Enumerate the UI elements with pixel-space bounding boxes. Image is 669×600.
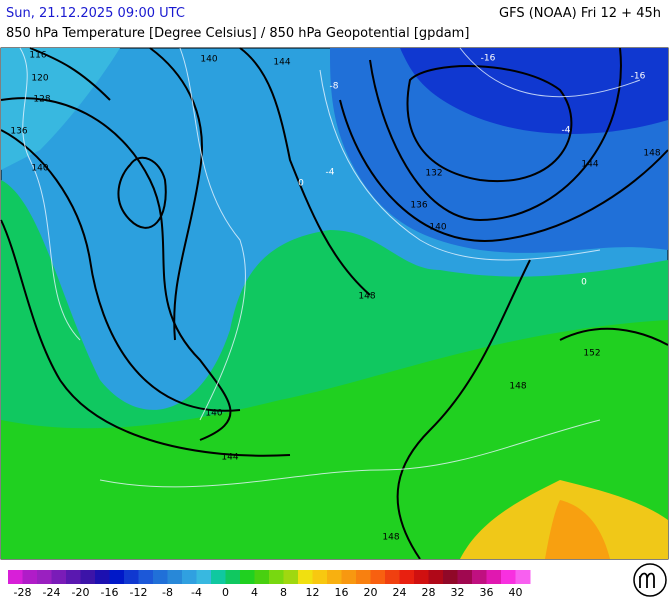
isotherm-label: 0 [581,278,587,288]
color-swatch [385,570,400,584]
scale-label: 40 [509,586,523,599]
scale-label: 8 [280,586,287,599]
contour-label: 140 [429,223,446,233]
subtitle: 850 hPa Temperature [Degree Celsius] / 8… [6,26,470,41]
color-swatch [312,570,328,584]
color-swatch [457,570,473,584]
isotherm-label: -4 [326,168,335,178]
color-swatch [80,570,96,584]
logo [633,563,667,597]
region [1,48,120,170]
scale-label: 16 [335,586,349,599]
isotherm-label: -4 [562,126,571,136]
color-swatch [486,570,502,584]
color-swatch [153,570,168,584]
geopotential-contours [0,47,669,560]
color-swatch [22,570,38,584]
color-swatch [472,570,487,584]
color-swatch [399,570,415,584]
color-swatch [182,570,197,584]
isotherm-label: -16 [631,72,646,82]
contour-label: 140 [200,55,217,65]
isotherm-label: 0 [298,179,304,189]
scale-label: -20 [72,586,90,599]
color-swatch [138,570,154,584]
color-swatch [283,570,299,584]
contour-label: 120 [31,74,48,84]
contour-label: 152 [583,349,600,359]
scale-label: -16 [101,586,119,599]
color-swatch [370,570,386,584]
color-swatch [298,570,313,584]
hot-core [545,500,610,559]
datetime: Sun, 21.12.2025 09:00 UTC [6,6,185,21]
color-swatch [515,570,531,584]
warm-region [1,320,668,559]
color-swatch [356,570,371,584]
color-swatch [124,570,139,584]
scale-label: -8 [162,586,173,599]
model-run: GFS (NOAA) Fri 12 + 45h [499,6,661,21]
scale-label: -28 [14,586,32,599]
color-swatch [211,570,226,584]
isotherms [19,47,641,488]
color-swatch [196,570,212,584]
color-swatch [109,570,125,584]
scale-label: -4 [191,586,202,599]
scale-label: 36 [480,586,494,599]
color-swatch [443,570,458,584]
geopotential-labels: 116 120 128 136 140 140 144 148 132 136 … [10,51,660,543]
contour-label: 116 [29,51,46,61]
contour-label: 148 [509,382,526,392]
scale-label: 24 [393,586,407,599]
contour-label: 140 [31,164,48,174]
scale-label: 28 [422,586,436,599]
cold-core [400,48,668,134]
contour-label: 132 [425,169,442,179]
isotherm-label: -8 [330,82,339,92]
color-swatch [414,570,429,584]
color-swatch [428,570,444,584]
contour-label: 136 [10,127,27,137]
color-swatch [501,570,516,584]
color-swatch [37,570,52,584]
color-swatch [95,570,110,584]
contour-label: 144 [581,160,598,170]
contour-label: 148 [358,292,375,302]
contour-label: 144 [273,58,290,68]
color-swatch [225,570,241,584]
contour-label: 148 [382,533,399,543]
color-scale: -28 -24 -20 -16 -12 -8 -4 0 4 8 12 16 20 24 28 32 36 40 [8,570,531,599]
color-swatch [254,570,270,584]
color-swatch [327,570,342,584]
contour-label: 140 [205,409,222,419]
scale-label: 4 [251,586,258,599]
isotherm-label: -16 [481,54,496,64]
color-swatch [341,570,357,584]
color-swatch [167,570,183,584]
color-swatch [66,570,81,584]
scale-label: 32 [451,586,465,599]
color-swatch [8,570,23,584]
contour-label: 128 [33,95,50,105]
scale-label: 20 [364,586,378,599]
contour-label: 136 [410,201,427,211]
temperature-labels: -16 -16 -8 -4 0 -4 0 [298,54,645,288]
scale-label: 0 [222,586,229,599]
contour-label: 148 [643,149,660,159]
contour-label: 144 [221,453,238,463]
color-swatch [269,570,284,584]
scale-label: -24 [43,586,61,599]
scale-label: 12 [306,586,320,599]
color-swatch [240,570,255,584]
color-swatch [51,570,67,584]
scale-label: -12 [130,586,148,599]
